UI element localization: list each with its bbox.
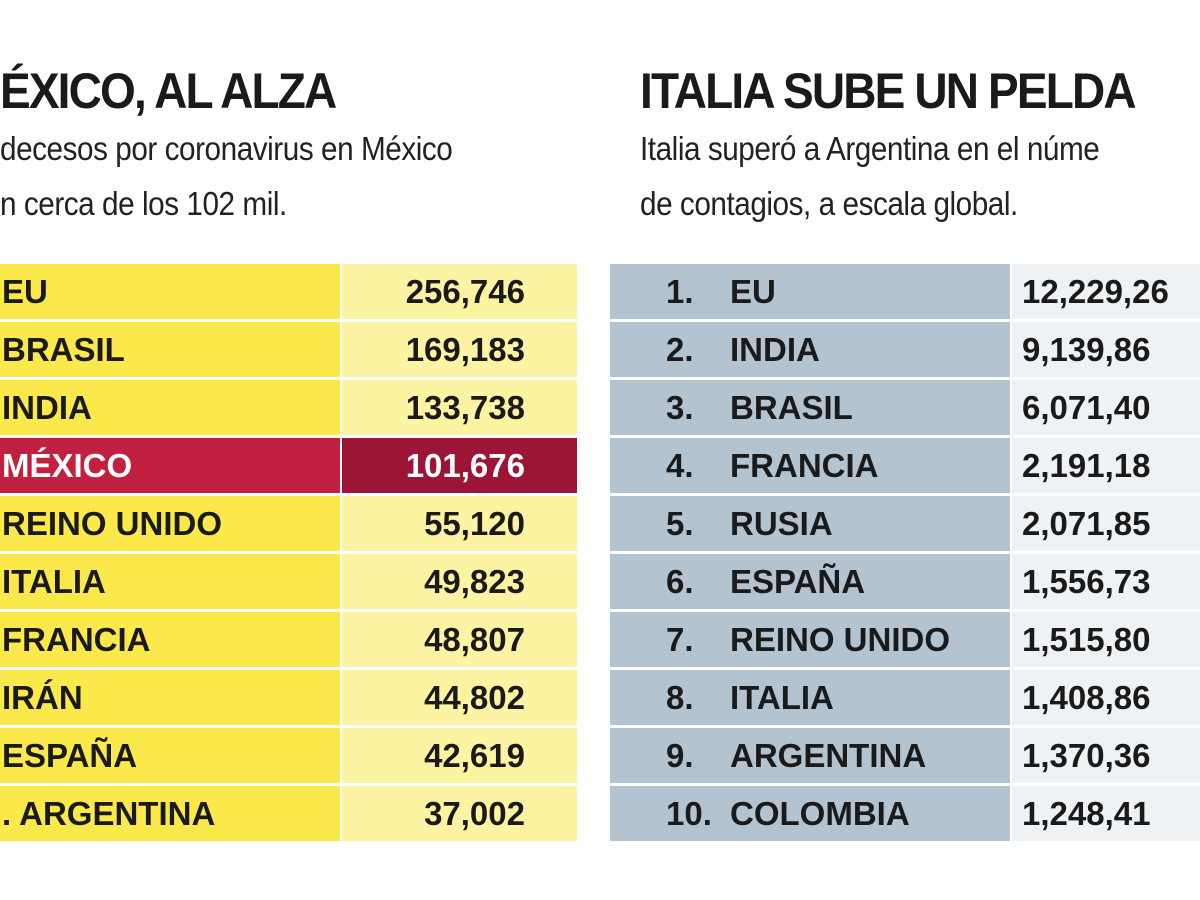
table-row: 6. ESPAÑA 1,556,73 [610,554,1200,609]
value-cell: 9,139,86 [1012,322,1200,377]
rank-cell: 4. [610,438,716,493]
value-cell: 101,676 [342,438,577,493]
table-row: 10. COLOMBIA 1,248,41 [610,786,1200,841]
table-row: 4. FRANCIA 2,191,18 [610,438,1200,493]
country-cell: FRANCIA [0,612,340,667]
value-cell: 44,802 [342,670,577,725]
rank-cell: 9. [610,728,716,783]
country-cell: INDIA [0,380,340,435]
country-cell: IRÁN [0,670,340,725]
country-cell: ITALIA [0,554,340,609]
table-row: EU 256,746 [0,264,577,319]
rank-cell: 1. [610,264,716,319]
rank-cell: 8. [610,670,716,725]
country-cell: ESPAÑA [716,554,1010,609]
value-cell: 55,120 [342,496,577,551]
rank-cell: 6. [610,554,716,609]
cases-table: 1. EU 12,229,26 2. INDIA 9,139,86 3. BRASIL 6,07… [610,264,1200,844]
rank-cell: 2. [610,322,716,377]
deaths-table: EU 256,746 BRASIL 169,183 INDIA 133,738 MÉXICO… [0,264,577,844]
rank-cell: 7. [610,612,716,667]
value-cell: 1,556,73 [1012,554,1200,609]
left-title: ÉXICO, AL ALZA [0,63,337,119]
country-cell: . ARGENTINA [0,786,340,841]
table-row: INDIA 133,738 [0,380,577,435]
country-cell: REINO UNIDO [0,496,340,551]
rank-cell: 10. [610,786,716,841]
value-cell: 133,738 [342,380,577,435]
right-title: ITALIA SUBE UN PELDA [640,63,1137,119]
country-cell: MÉXICO [0,438,340,493]
value-cell: 2,071,85 [1012,496,1200,551]
table-row: ESPAÑA 42,619 [0,728,577,783]
value-cell: 1,248,41 [1012,786,1200,841]
table-row: FRANCIA 48,807 [0,612,577,667]
left-subtitle-line-2: n cerca de los 102 mil. [0,185,287,222]
table-row: ITALIA 49,823 [0,554,577,609]
table-row: 2. INDIA 9,139,86 [610,322,1200,377]
rank-cell: 3. [610,380,716,435]
value-cell: 42,619 [342,728,577,783]
table-row: REINO UNIDO 55,120 [0,496,577,551]
value-cell: 256,746 [342,264,577,319]
value-cell: 169,183 [342,322,577,377]
right-subtitle-line-1: Italia superó a Argentina en el núme [640,130,1100,167]
value-cell: 1,408,86 [1012,670,1200,725]
country-cell: INDIA [716,322,1010,377]
right-subtitle-line-2: de contagios, a escala global. [640,185,1018,222]
country-cell: BRASIL [716,380,1010,435]
table-row: MÉXICO 101,676 [0,438,577,493]
table-row: 7. REINO UNIDO 1,515,80 [610,612,1200,667]
table-row: IRÁN 44,802 [0,670,577,725]
country-cell: COLOMBIA [716,786,1010,841]
table-row: 3. BRASIL 6,071,40 [610,380,1200,435]
country-cell: RUSIA [716,496,1010,551]
value-cell: 2,191,18 [1012,438,1200,493]
rank-cell: 5. [610,496,716,551]
table-row: BRASIL 169,183 [0,322,577,377]
country-cell: ARGENTINA [716,728,1010,783]
value-cell: 37,002 [342,786,577,841]
value-cell: 12,229,26 [1012,264,1200,319]
table-row: 5. RUSIA 2,071,85 [610,496,1200,551]
table-row: 8. ITALIA 1,408,86 [610,670,1200,725]
table-row: 1. EU 12,229,26 [610,264,1200,319]
country-cell: BRASIL [0,322,340,377]
country-cell: EU [716,264,1010,319]
country-cell: ESPAÑA [0,728,340,783]
value-cell: 49,823 [342,554,577,609]
country-cell: REINO UNIDO [716,612,1010,667]
left-subtitle-line-1: decesos por coronavirus en México [0,130,453,167]
table-row: . ARGENTINA 37,002 [0,786,577,841]
value-cell: 1,370,36 [1012,728,1200,783]
value-cell: 6,071,40 [1012,380,1200,435]
country-cell: ITALIA [716,670,1010,725]
value-cell: 48,807 [342,612,577,667]
table-row: 9. ARGENTINA 1,370,36 [610,728,1200,783]
country-cell: EU [0,264,340,319]
country-cell: FRANCIA [716,438,1010,493]
value-cell: 1,515,80 [1012,612,1200,667]
